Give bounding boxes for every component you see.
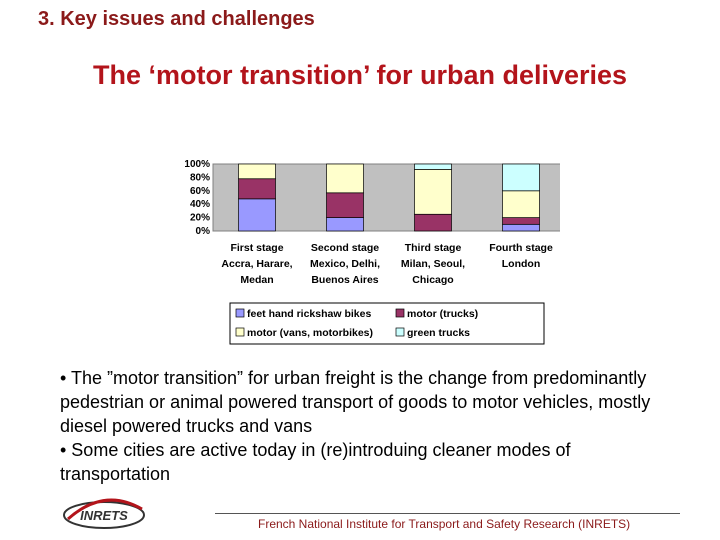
chart-svg: 0% 20% 40% 60% 80% 100% First stage Accra, Hara…: [184, 159, 566, 345]
bar-segment: [502, 223, 540, 232]
legend-swatch: [395, 308, 405, 318]
y-tick-label: 40%: [190, 199, 210, 210]
slide-title: The ‘motor transition’ for urban deliver…: [92, 60, 628, 90]
legend-label: feet hand rickshaw bikes: [247, 308, 371, 320]
legend-label: green trucks: [407, 327, 470, 339]
x-category-label: Medan: [240, 274, 273, 286]
logo-text: INRETS: [80, 508, 128, 523]
bar-segment: [414, 169, 452, 215]
x-category-label: Buenos Aires: [311, 274, 378, 286]
x-category-label: Mexico, Delhi,: [310, 258, 380, 270]
bar-segment: [502, 163, 540, 192]
legend-box: [229, 302, 545, 345]
legend-swatch: [235, 327, 245, 337]
legend-label: motor (vans, motorbikes): [247, 327, 373, 339]
bar-segment: [326, 217, 364, 232]
x-category-label: Milan, Seoul,: [401, 258, 465, 270]
bar-segment: [326, 192, 364, 218]
bar-segment: [414, 213, 452, 232]
bullet-item: • The ”motor transition” for urban freig…: [60, 368, 651, 436]
legend-label: motor (trucks): [407, 308, 478, 320]
inrets-logo: INRETS: [58, 493, 150, 538]
x-category-label: First stage: [230, 242, 283, 254]
x-category-label: Second stage: [311, 242, 379, 254]
bar-segment: [502, 217, 540, 225]
bar-segment: [414, 163, 452, 170]
legend-swatch: [395, 327, 405, 337]
x-category-label: Third stage: [405, 242, 462, 254]
bullet-item: • Some cities are active today in (re)in…: [60, 440, 571, 484]
y-tick-label: 100%: [184, 159, 210, 170]
bar-segment: [238, 163, 276, 180]
bar-segment: [238, 178, 276, 200]
x-category-label: London: [502, 258, 540, 270]
x-category-label: Chicago: [412, 274, 453, 286]
y-tick-label: 80%: [190, 172, 210, 183]
bar-segment: [502, 190, 540, 218]
y-tick-label: 20%: [190, 213, 210, 224]
bullet-list: • The ”motor transition” for urban freig…: [60, 366, 680, 486]
section-heading: 3. Key issues and challenges: [38, 8, 315, 30]
x-category-label: Accra, Harare,: [221, 258, 292, 270]
logo-svg: INRETS: [63, 498, 145, 529]
y-tick-label: 0%: [196, 226, 211, 237]
bar-segment: [326, 163, 364, 194]
bar-segment: [238, 198, 276, 232]
x-category-label: Fourth stage: [489, 242, 553, 254]
footer-divider: [215, 513, 680, 514]
stacked-bar-chart: 0% 20% 40% 60% 80% 100% First stage Accra, Hara…: [160, 150, 566, 350]
y-tick-label: 60%: [190, 186, 210, 197]
legend-swatch: [235, 308, 245, 318]
footer-text: French National Institute for Transport …: [258, 517, 631, 531]
